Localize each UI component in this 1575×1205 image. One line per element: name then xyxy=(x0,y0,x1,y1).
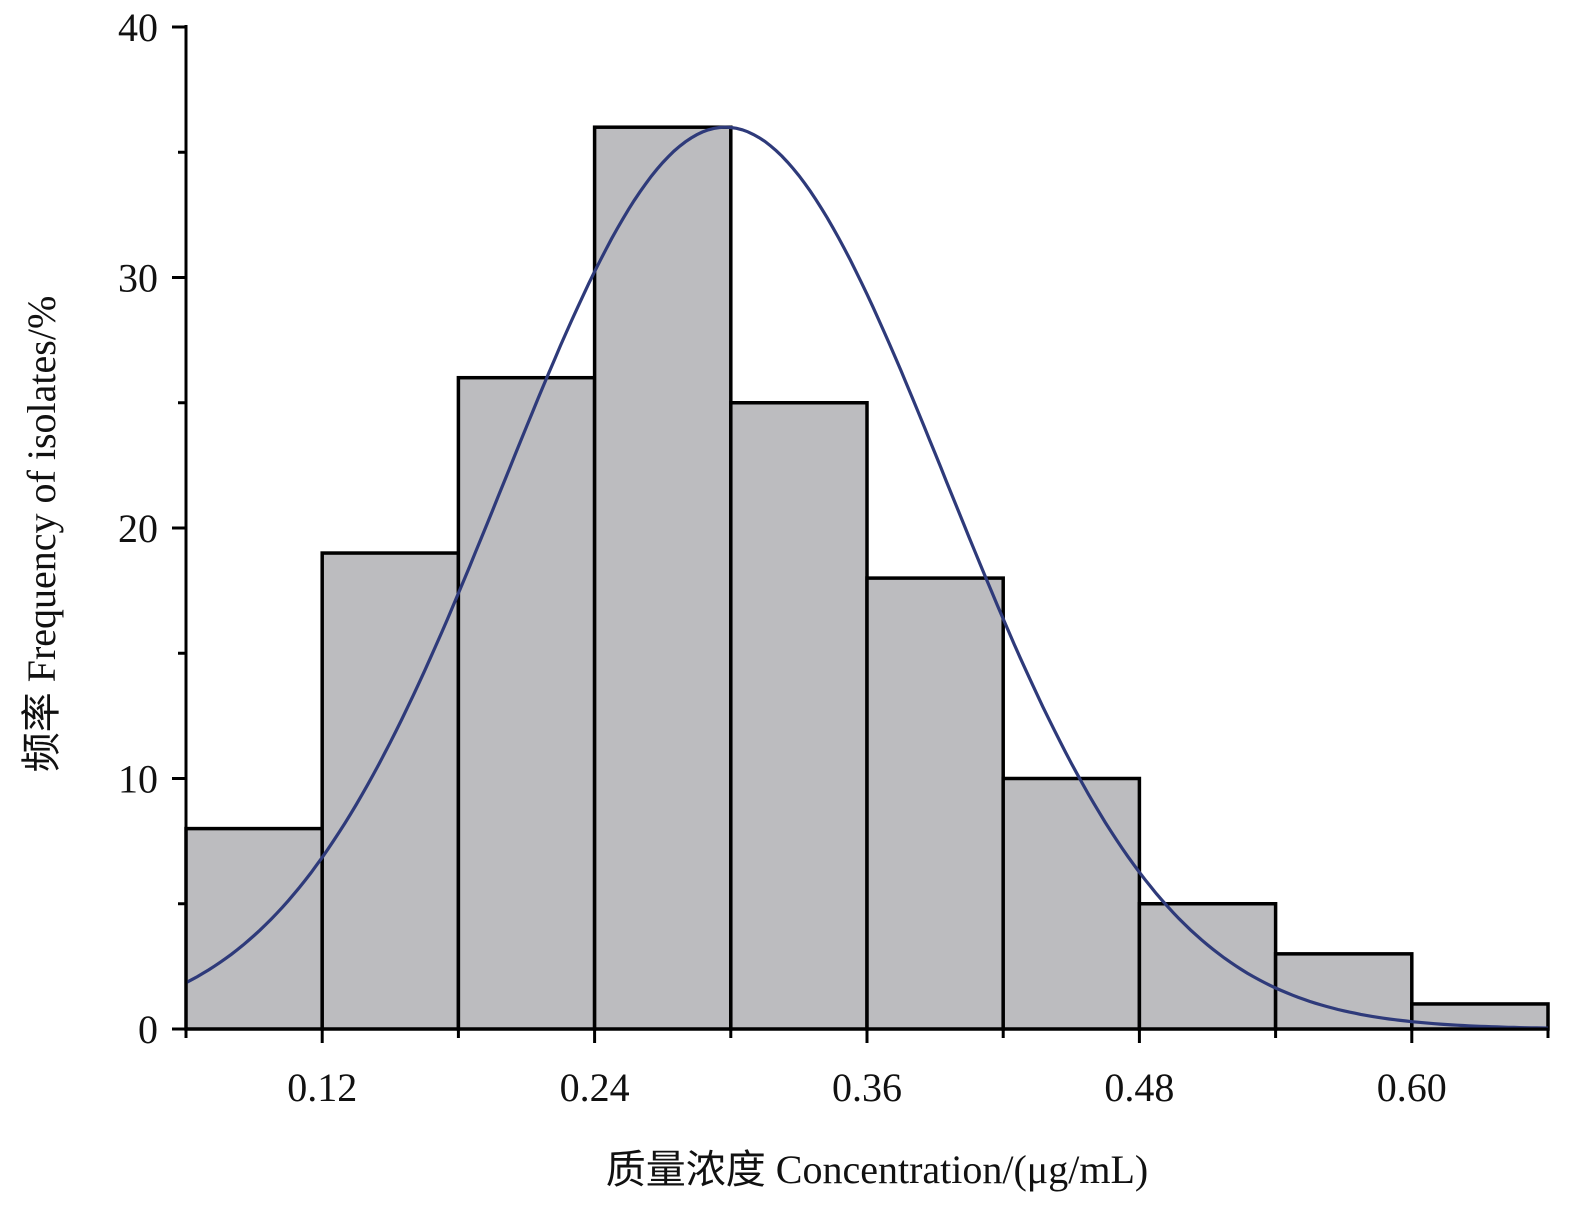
fit-curve xyxy=(185,125,1549,1030)
tick-labels-layer: 0 10 20 30 40 0.12 0.24 0.36 0.48 0.60 xyxy=(118,5,1447,1110)
x-tick-label: 0.12 xyxy=(287,1065,357,1110)
histogram-bar-2 xyxy=(320,551,461,1031)
histogram-bar-5 xyxy=(729,401,869,1031)
y-tick-label: 10 xyxy=(118,757,158,802)
histogram-bar-4 xyxy=(592,125,733,1031)
y-tick-label: 0 xyxy=(138,1007,158,1052)
bars-layer xyxy=(184,125,1550,1031)
histogram-bar-6 xyxy=(865,576,1005,1031)
x-tick-label: 0.24 xyxy=(560,1065,630,1110)
ticks-layer xyxy=(172,25,1550,1043)
histogram-bar-1 xyxy=(184,826,324,1031)
x-tick-label: 0.60 xyxy=(1377,1065,1447,1110)
y-axis-title: 频率 Frequency of isolates/% xyxy=(19,296,64,773)
histogram-bar-8 xyxy=(1137,902,1278,1031)
x-tick-label: 0.48 xyxy=(1104,1065,1174,1110)
y-tick-label: 40 xyxy=(118,5,158,50)
x-axis-title: 质量浓度 Concentration/(μg/mL) xyxy=(606,1147,1148,1192)
histogram-bar-3 xyxy=(456,375,597,1031)
y-tick-label: 20 xyxy=(118,506,158,551)
histogram-bar-9 xyxy=(1273,952,1414,1031)
x-tick-label: 0.36 xyxy=(832,1065,902,1110)
y-tick-label: 30 xyxy=(118,256,158,301)
histogram-bar-7 xyxy=(1001,776,1142,1031)
